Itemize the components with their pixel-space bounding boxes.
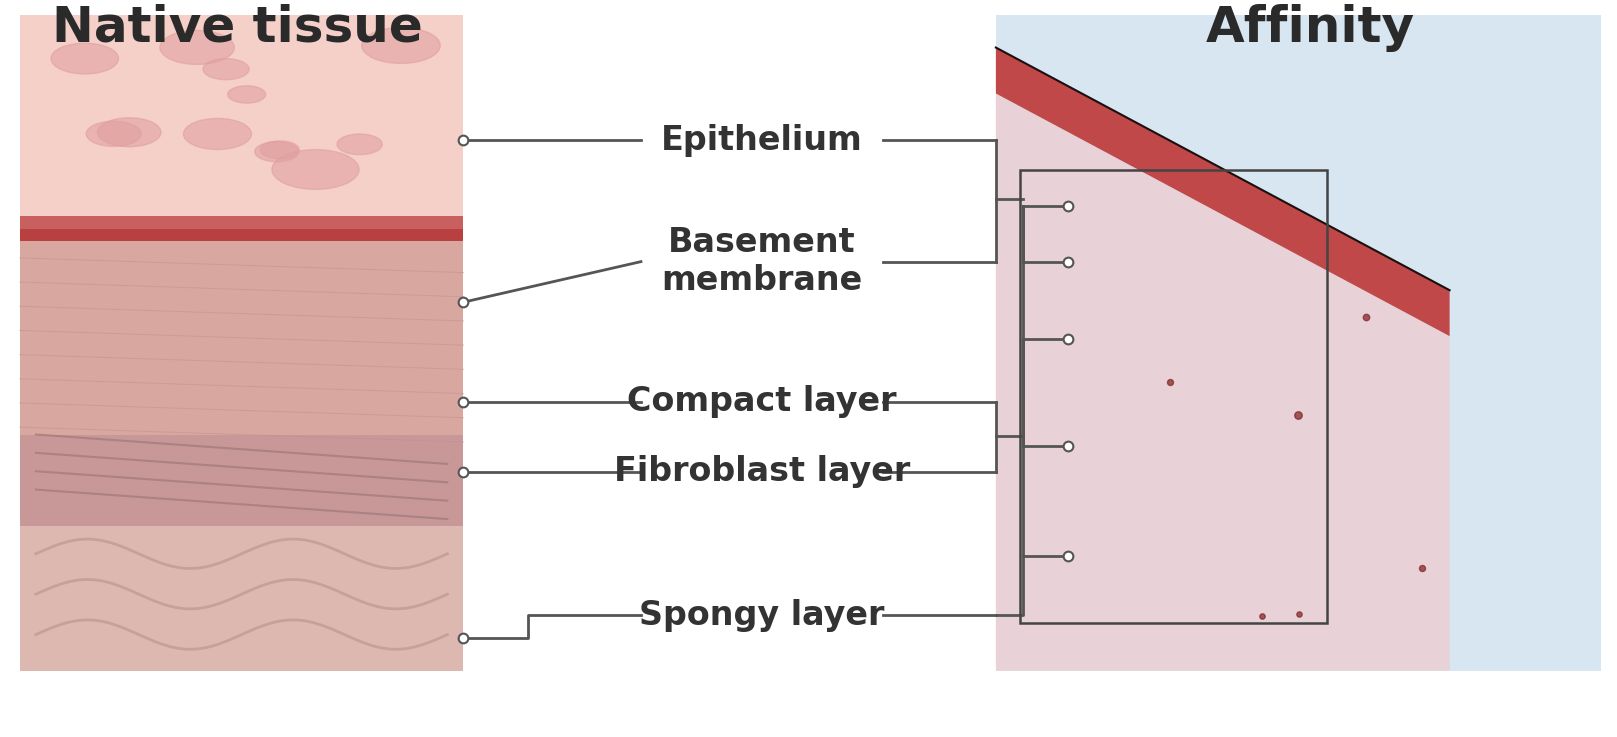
FancyBboxPatch shape: [19, 15, 464, 225]
Text: Compact layer: Compact layer: [627, 385, 897, 418]
FancyBboxPatch shape: [19, 229, 464, 241]
FancyBboxPatch shape: [19, 241, 464, 435]
Text: Basement
membrane: Basement membrane: [661, 226, 862, 297]
Circle shape: [86, 122, 141, 147]
Circle shape: [255, 142, 299, 161]
Text: Epithelium: Epithelium: [661, 124, 863, 156]
FancyBboxPatch shape: [19, 216, 464, 229]
Circle shape: [260, 141, 299, 158]
Text: Affinity: Affinity: [1206, 4, 1415, 52]
Circle shape: [160, 30, 234, 64]
FancyBboxPatch shape: [19, 526, 464, 671]
Circle shape: [336, 134, 382, 155]
FancyBboxPatch shape: [19, 435, 464, 526]
Circle shape: [272, 150, 359, 189]
FancyBboxPatch shape: [996, 15, 1601, 671]
Circle shape: [183, 119, 252, 150]
Polygon shape: [996, 48, 1449, 336]
Circle shape: [97, 118, 162, 147]
Circle shape: [52, 43, 118, 74]
FancyBboxPatch shape: [19, 15, 464, 671]
Text: Native tissue: Native tissue: [52, 4, 424, 52]
Circle shape: [228, 85, 265, 103]
Circle shape: [362, 27, 440, 63]
Circle shape: [204, 59, 249, 80]
Text: Spongy layer: Spongy layer: [639, 599, 884, 632]
Polygon shape: [996, 94, 1449, 671]
Text: Fibroblast layer: Fibroblast layer: [614, 455, 910, 488]
